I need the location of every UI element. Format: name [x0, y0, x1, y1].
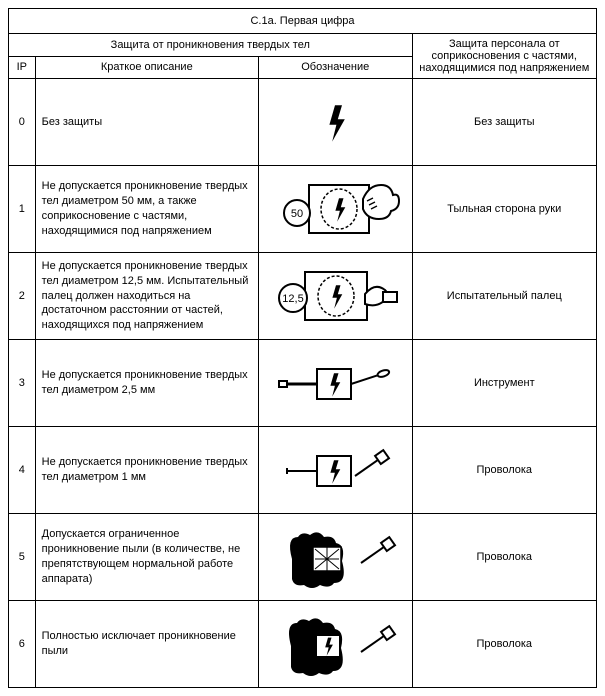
desc-cell: Не допускается проникновение твердых тел…: [35, 340, 258, 427]
symbol-cell: 12,5: [258, 253, 412, 340]
table-row: 4Не допускается проникновение твердых те…: [9, 427, 597, 514]
desc-cell: Полностью исключает проникновение пыли: [35, 601, 258, 688]
ip-cell: 6: [9, 601, 36, 688]
personnel-cell: Проволока: [412, 514, 596, 601]
ip-rating-table: С.1а. Первая цифра Защита от проникновен…: [8, 8, 597, 688]
desc-cell: Без защиты: [35, 79, 258, 166]
header-symbol: Обозначение: [258, 56, 412, 79]
desc-cell: Не допускается проникновение твердых тел…: [35, 253, 258, 340]
symbol-cell: [258, 79, 412, 166]
header-desc: Краткое описание: [35, 56, 258, 79]
symbol-cell: [258, 340, 412, 427]
table-row: 1Не допускается проникновение твердых те…: [9, 166, 597, 253]
ip-cell: 3: [9, 340, 36, 427]
desc-cell: Допускается ограниченное проникновение п…: [35, 514, 258, 601]
desc-cell: Не допускается проникновение твердых тел…: [35, 427, 258, 514]
personnel-cell: Проволока: [412, 427, 596, 514]
personnel-cell: Инструмент: [412, 340, 596, 427]
symbol-cell: [258, 427, 412, 514]
table-body: 0Без защитыБез защиты1Не допускается про…: [9, 79, 597, 688]
table-row: 0Без защитыБез защиты: [9, 79, 597, 166]
table-row: 6Полностью исключает проникновение пыли …: [9, 601, 597, 688]
ip-cell: 1: [9, 166, 36, 253]
personnel-cell: Испытательный палец: [412, 253, 596, 340]
ip-cell: 5: [9, 514, 36, 601]
symbol-cell: [258, 514, 412, 601]
svg-text:50: 50: [291, 208, 303, 220]
table-row: 3Не допускается проникновение твердых те…: [9, 340, 597, 427]
header-group-left: Защита от проникновения твердых тел: [9, 34, 413, 57]
ip-cell: 0: [9, 79, 36, 166]
symbol-cell: [258, 601, 412, 688]
ip-cell: 2: [9, 253, 36, 340]
personnel-cell: Проволока: [412, 601, 596, 688]
desc-cell: Не допускается проникновение твердых тел…: [35, 166, 258, 253]
personnel-cell: Без защиты: [412, 79, 596, 166]
table-title: С.1а. Первая цифра: [9, 9, 597, 34]
header-ip: IP: [9, 56, 36, 79]
symbol-cell: 50: [258, 166, 412, 253]
header-personnel: Защита персонала от соприкосновения с ча…: [412, 34, 596, 79]
svg-text:12,5: 12,5: [283, 293, 304, 305]
table-row: 2Не допускается проникновение твердых те…: [9, 253, 597, 340]
personnel-cell: Тыльная сторона руки: [412, 166, 596, 253]
table-row: 5Допускается ограниченное проникновение …: [9, 514, 597, 601]
ip-cell: 4: [9, 427, 36, 514]
